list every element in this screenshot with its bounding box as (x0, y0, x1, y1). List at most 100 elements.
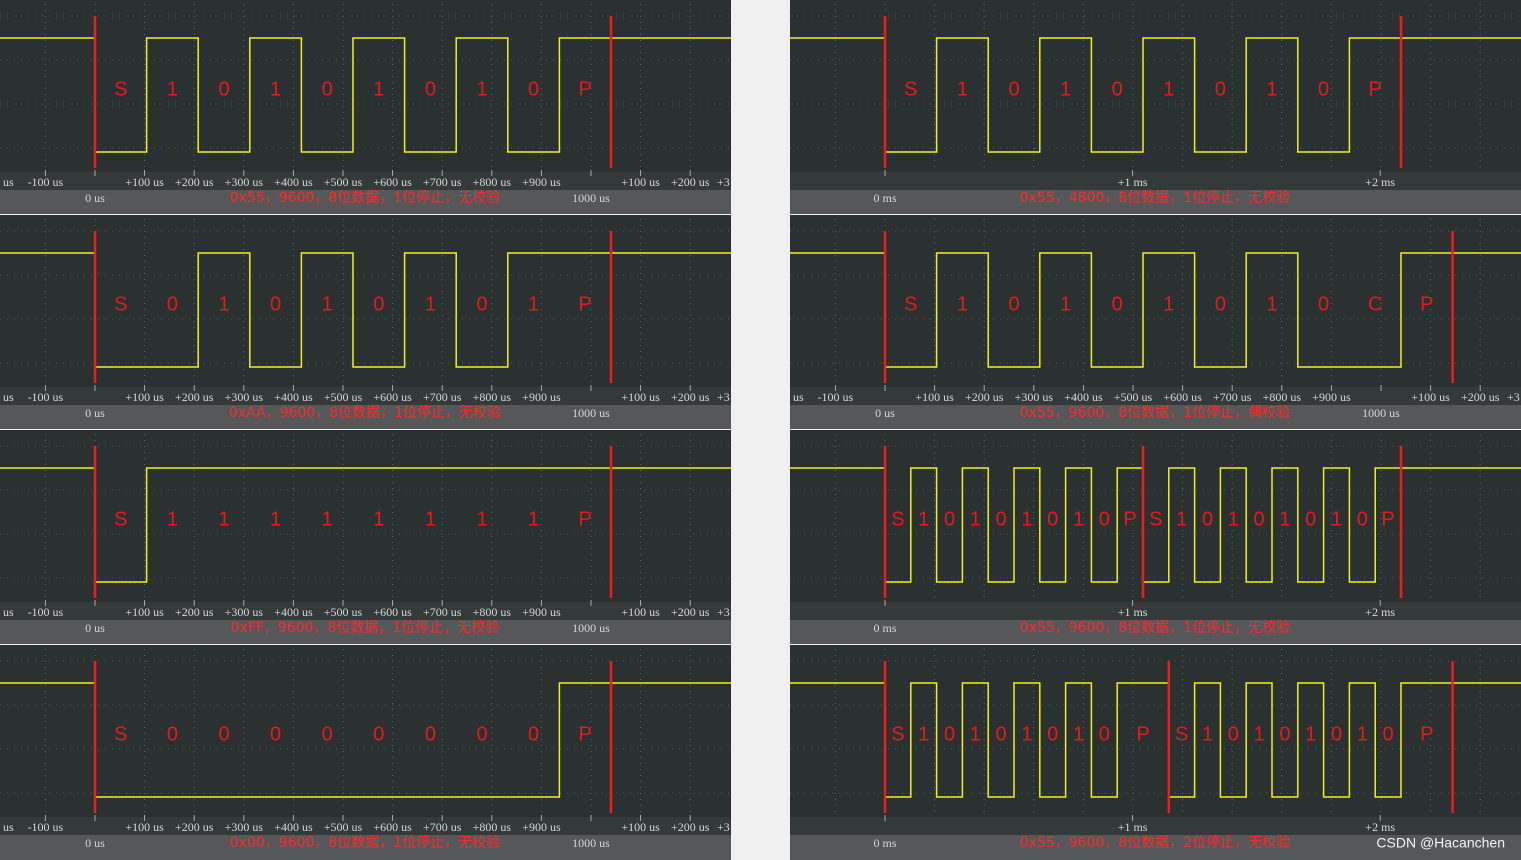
axis-label: +100 us (125, 390, 164, 404)
axis-area (790, 387, 1521, 405)
bit-label: S (114, 508, 127, 530)
axis-label: 1000 us (572, 836, 610, 850)
bit-label: C (1368, 293, 1382, 315)
axis-label: -100 us (28, 605, 64, 619)
bit-label: 1 (322, 293, 333, 315)
bit-label: 0 (476, 293, 487, 315)
bit-label: 1 (476, 508, 487, 530)
bit-label: 1 (218, 293, 229, 315)
scope-panel: S 1 0 1 0 1 0 1 0 C Pus -100 us 0 us +100 us +200 us +3… (790, 215, 1521, 429)
bit-label: 0 (1228, 723, 1239, 745)
caption-bar (0, 190, 731, 214)
scope-panel: S 0 1 0 1 0 1 0 1 Pus -100 us0 us+100 us +200 us +30… (0, 215, 731, 429)
axis-label: -100 us (28, 390, 64, 404)
axis-label: +3 (717, 175, 730, 189)
bit-label: P (1136, 723, 1149, 745)
waveform (0, 467, 731, 583)
bit-label: 1 (1163, 78, 1174, 100)
bit-label: 1 (1266, 293, 1277, 315)
bit-label: 1 (528, 293, 539, 315)
bit-label: 0 (1099, 508, 1110, 530)
axis-label: +100 us (125, 820, 164, 834)
caption: 0xFF，9600，8位数据，1位停止，无校验 (231, 619, 500, 636)
caption-bar (790, 835, 1521, 860)
bit-label: 1 (270, 508, 281, 530)
axis-label: +100 us (621, 175, 660, 189)
axis-label: +200 us (175, 605, 214, 619)
axis-label: +800 us (473, 820, 512, 834)
axis-area (790, 602, 1521, 620)
bit-label: 1 (1254, 723, 1265, 745)
scope-panel: S 1 0 1 0 1 0 1 0 P S 1 0 1 0 1 0 1 0 P0 ms+1 ms +2 ms0x55，9… (790, 430, 1521, 644)
bit-label: S (114, 78, 127, 100)
axis-label: +600 us (1163, 390, 1202, 404)
caption: 0x55，4800，8位数据，1位停止，无校验 (1020, 189, 1290, 206)
axis-label: +1 ms (1118, 605, 1148, 619)
bit-label: 0 (373, 293, 384, 315)
bit-label: 1 (1357, 723, 1368, 745)
bit-label: P (1381, 508, 1394, 530)
scope-panel: S 1 0 1 0 1 0 1 0 P S 1 0 1 0 1 0 1 0 P0 ms+1 ms +2 ms0x55，9… (790, 645, 1521, 860)
axis-label: +100 us (1411, 390, 1450, 404)
waveform (790, 37, 1521, 153)
axis-label: +1 ms (1118, 820, 1148, 834)
bit-label: P (579, 723, 592, 745)
axis-label: +400 us (274, 605, 313, 619)
bit-label: 0 (996, 723, 1007, 745)
bit-label: S (891, 508, 904, 530)
bit-label: 0 (1331, 723, 1342, 745)
axis-label: +100 us (621, 390, 660, 404)
bit-label: 0 (1318, 293, 1329, 315)
axis-label: +100 us (621, 605, 660, 619)
bit-label: 1 (373, 78, 384, 100)
bit-label: S (114, 723, 127, 745)
axis-label: +100 us (125, 175, 164, 189)
caption-bar (790, 405, 1521, 429)
bit-label: 1 (1163, 293, 1174, 315)
bit-label: 1 (1060, 78, 1071, 100)
plot-area (0, 645, 731, 817)
bit-label: 0 (218, 723, 229, 745)
axis-label: +200 us (175, 390, 214, 404)
axis-label: +900 us (522, 820, 561, 834)
axis-label: 0 us (85, 836, 105, 850)
caption-bar (0, 620, 731, 644)
bit-label: 0 (1357, 508, 1368, 530)
bit-label: P (579, 293, 592, 315)
axis-label: -100 us (818, 390, 854, 404)
axis-label: +500 us (324, 820, 363, 834)
axis-label: +400 us (274, 175, 313, 189)
bit-label: 1 (970, 723, 981, 745)
axis-label: 0 us (85, 191, 105, 205)
bit-label: 1 (476, 78, 487, 100)
axis-label: +3 (1507, 390, 1520, 404)
bit-label: 1 (167, 78, 178, 100)
caption: 0x00，9600，8位数据，1位停止，无校验 (230, 834, 500, 851)
axis-label: +700 us (423, 175, 462, 189)
axis-label: +700 us (423, 390, 462, 404)
caption: 0x55，9600，8位数据，1位停止，偶校验 (1020, 404, 1290, 421)
axis-area (790, 817, 1521, 835)
axis-label: +200 us (1461, 390, 1500, 404)
bit-label: P (1420, 723, 1433, 745)
bit-label: 1 (957, 78, 968, 100)
caption: 0xAA，9600，8位数据，1位停止，无校验 (229, 404, 501, 421)
axis-label: +800 us (473, 175, 512, 189)
bit-label: 1 (1331, 508, 1342, 530)
axis-label: +200 us (965, 390, 1004, 404)
axis-label: us (3, 605, 14, 619)
waveform (0, 682, 731, 798)
axis-label: us (3, 390, 14, 404)
axis-label: 0 ms (873, 191, 896, 205)
bit-label: 0 (1279, 723, 1290, 745)
axis-label: +900 us (522, 390, 561, 404)
plot-area (790, 215, 1521, 387)
bit-label: P (1420, 293, 1433, 315)
axis-label: 0 us (85, 406, 105, 420)
axis-label: +200 us (175, 820, 214, 834)
bit-label: 0 (1254, 508, 1265, 530)
bit-label: 0 (1215, 78, 1226, 100)
bit-label: 0 (1383, 723, 1394, 745)
axis-label: +300 us (225, 820, 264, 834)
bit-label: 0 (1047, 723, 1058, 745)
